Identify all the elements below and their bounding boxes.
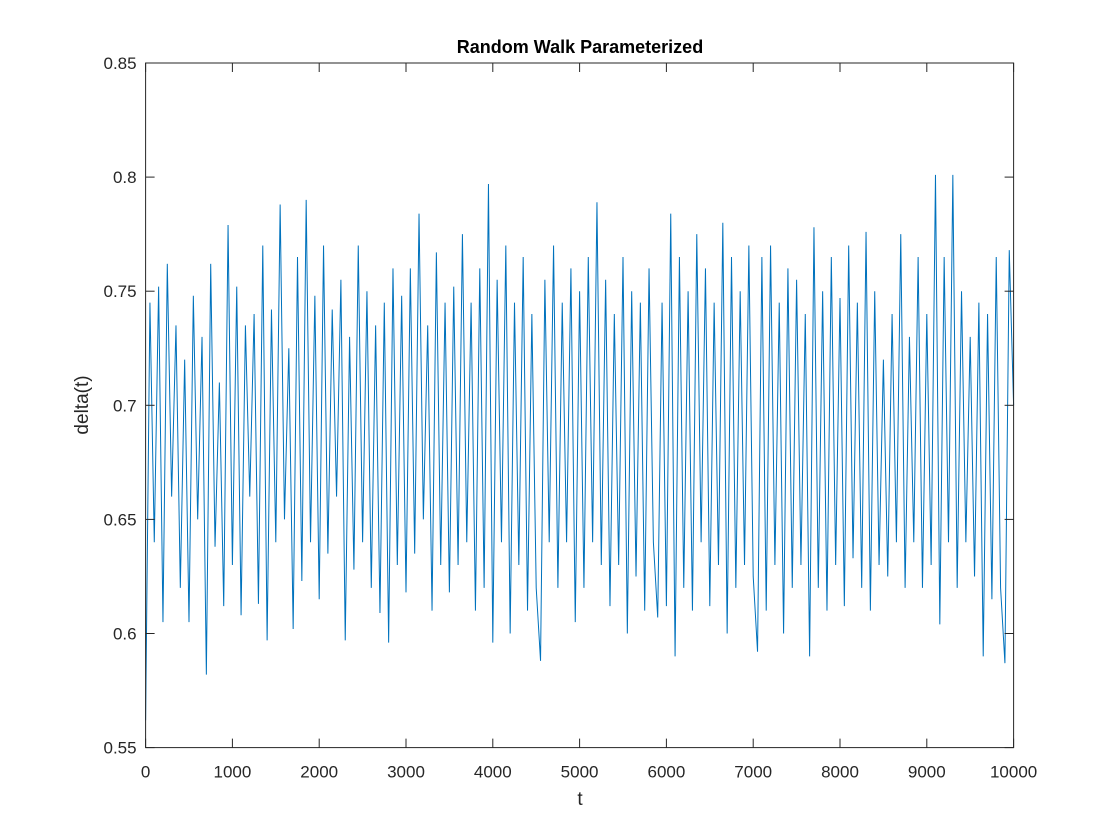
y-tick-label: 0.55 [104, 739, 137, 758]
x-tick-label: 10000 [990, 763, 1037, 782]
x-tick-label: 9000 [908, 763, 946, 782]
x-tick-label: 0 [141, 763, 150, 782]
x-tick-label: 3000 [387, 763, 425, 782]
x-tick-label: 1000 [213, 763, 251, 782]
data-line [145, 174, 1015, 721]
y-axis-label: delta(t) [72, 375, 93, 434]
x-axis-label: t [577, 789, 583, 810]
y-tick-label: 0.65 [104, 510, 137, 529]
y-tick-label: 0.75 [104, 282, 137, 301]
x-tick-label: 5000 [561, 763, 599, 782]
y-tick-label: 0.85 [104, 54, 137, 73]
y-tick-label: 0.8 [113, 168, 137, 187]
chart-title: Random Walk Parameterized [457, 37, 703, 57]
x-tick-label: 7000 [734, 763, 772, 782]
x-tick-label: 8000 [821, 763, 859, 782]
x-tick-label: 6000 [647, 763, 685, 782]
y-tick-label: 0.6 [113, 625, 137, 644]
x-tick-label: 2000 [300, 763, 338, 782]
x-tick-label: 4000 [474, 763, 512, 782]
y-tick-label: 0.7 [113, 396, 137, 415]
